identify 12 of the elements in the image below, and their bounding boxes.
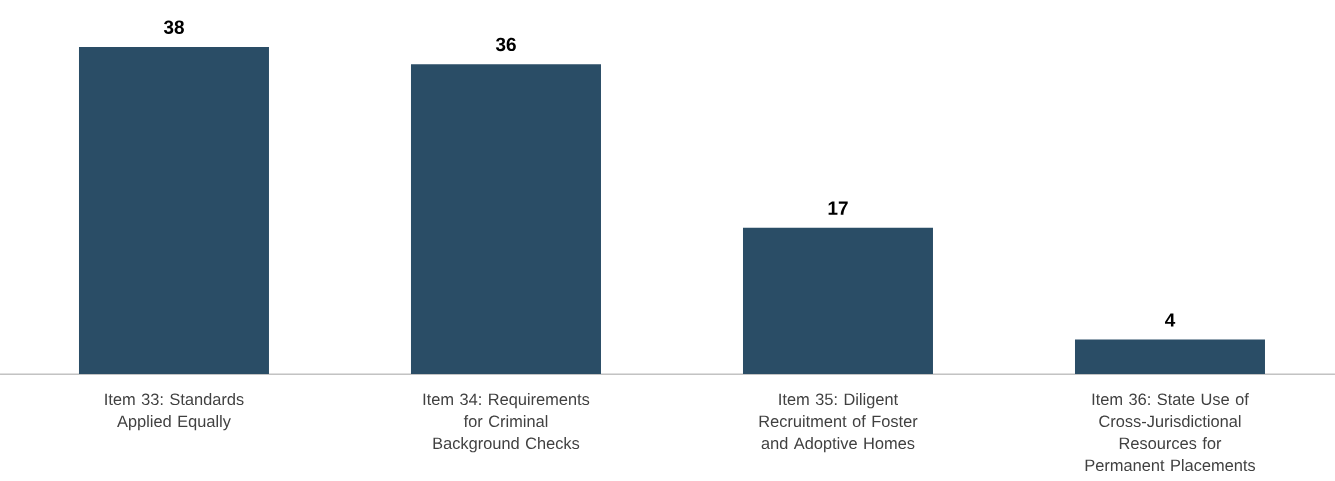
bar: [1074, 339, 1265, 374]
x-tick-label: Item 35: Diligent Recruitment of Foster and Adoptive Homes: [759, 393, 918, 453]
bar: [410, 64, 601, 374]
data-label: 36: [495, 37, 516, 52]
data-label: 17: [828, 201, 848, 215]
x-tick-label: Item 33: Standards Applied Equally: [105, 393, 244, 431]
data-label: 38: [163, 20, 184, 34]
x-tick-label: Item 36: State Use of Cross-Jurisdictional Resources for Permanent Placements: [1085, 393, 1256, 472]
bar: [78, 46, 269, 374]
data-label: 4: [1164, 313, 1176, 327]
x-tick-label: Item 34: Requirements for Criminal Background Checks: [423, 393, 590, 453]
bar: [742, 227, 933, 374]
